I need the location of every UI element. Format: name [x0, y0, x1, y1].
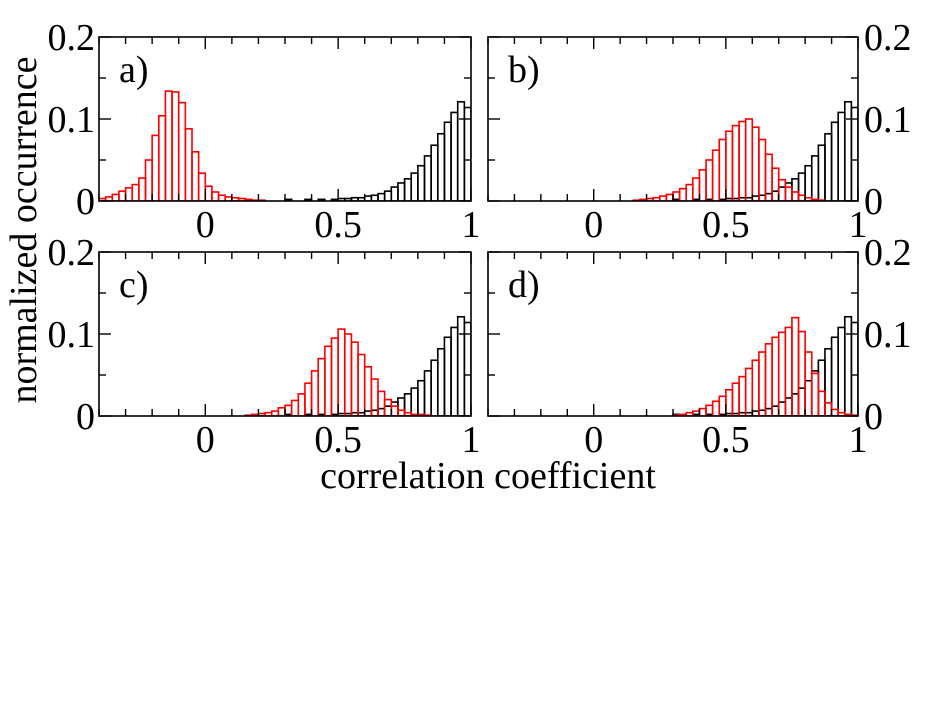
- x-tick-label: 1: [849, 204, 868, 246]
- y-tick-label: 0.2: [864, 17, 912, 59]
- y-tick-label: 0.2: [864, 232, 912, 274]
- panel-c: 0 0.5 1 0 0.1 0.2 c): [48, 232, 481, 461]
- y-tick-label: 0.1: [48, 99, 96, 141]
- x-tick-label: 0: [584, 204, 603, 246]
- panel-label: d): [508, 264, 540, 306]
- x-tick-label: 0: [196, 204, 215, 246]
- panel-label: b): [508, 49, 540, 91]
- y-tick-label: 0: [76, 396, 95, 438]
- x-tick-label: 0.5: [314, 204, 362, 246]
- y-axis-title: normalized occurrence: [3, 56, 45, 403]
- y-tick-label: 0.2: [48, 17, 96, 59]
- x-tick-label: 0: [196, 419, 215, 461]
- panel-label: a): [119, 49, 149, 91]
- x-tick-label: 1: [462, 204, 481, 246]
- histogram-bars: [99, 90, 471, 201]
- panel-b: 0 0.5 100.10.2b): [487, 17, 912, 246]
- panel-a: 0 0.5 1 0 0.1 0.2 a): [48, 17, 481, 246]
- reference-bar: [850, 106, 858, 201]
- y-tick-label: 0: [76, 181, 95, 223]
- y-tick-label: 0.1: [864, 99, 912, 141]
- x-tick-label: 0.5: [314, 419, 362, 461]
- y-tick-label: 0.2: [48, 232, 96, 274]
- panels-layer: 0 0.5 100.10.2a)0 0.5 100.10.2b)0 0.5 100.10.2…: [48, 17, 912, 461]
- x-tick-label: 1: [849, 419, 868, 461]
- panel-label: c): [119, 264, 149, 306]
- x-tick-label: 0: [584, 419, 603, 461]
- y-tick-label: 0: [864, 181, 883, 223]
- x-axis-title: correlation coefficient: [320, 455, 656, 497]
- y-tick-label: 0.1: [48, 314, 96, 356]
- x-tick-label: 0.5: [702, 419, 750, 461]
- panel-d: 0 0.5 100.10.2d): [487, 232, 912, 461]
- x-tick-label: 0.5: [702, 204, 750, 246]
- x-tick-label: 1: [462, 419, 481, 461]
- reference-bar: [317, 198, 326, 201]
- histogram-bars: [672, 315, 858, 416]
- y-tick-label: 0.1: [864, 314, 912, 356]
- y-tick-label: 0: [864, 396, 883, 438]
